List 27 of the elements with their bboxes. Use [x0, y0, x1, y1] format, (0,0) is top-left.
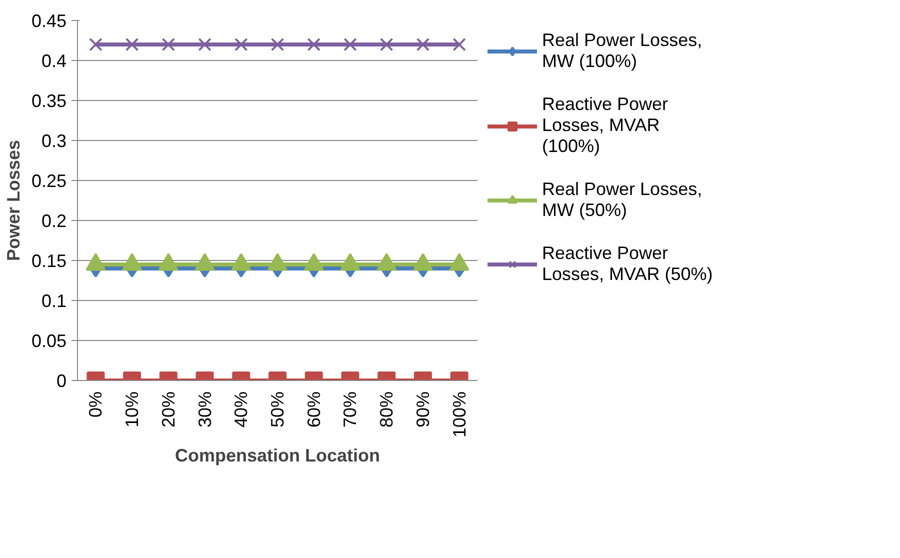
- x-tick-label: 90%: [412, 391, 433, 428]
- y-tick-label: 0.3: [41, 131, 67, 151]
- y-tick-label: 0: [56, 371, 67, 391]
- x-tick-label: 10%: [122, 391, 142, 428]
- y-axis-title: Power Losses: [3, 140, 24, 262]
- x-tick-label: 30%: [194, 391, 215, 428]
- y-tick-label: 0.25: [31, 171, 67, 191]
- y-tick-label: 0.1: [41, 291, 67, 311]
- legend-label: Reactive Power Losses, MVAR (100%): [542, 94, 668, 157]
- y-tick-label: 0.2: [41, 211, 67, 231]
- x-tick-label: 80%: [376, 391, 397, 428]
- x-axis-title: Compensation Location: [175, 446, 380, 466]
- legend-label: Real Power Losses, MW (100%): [542, 30, 702, 72]
- x-tick-label: 20%: [158, 391, 178, 428]
- legend-label: Real Power Losses, MW (50%): [542, 179, 702, 221]
- legend-label: Reactive Power Losses, MVAR (50%): [542, 243, 713, 285]
- y-tick-label: 0.05: [31, 331, 67, 351]
- x-tick-label: 60%: [304, 391, 324, 428]
- x-tick-label: 40%: [231, 391, 252, 428]
- y-tick-label: 0.15: [31, 251, 67, 271]
- y-tick-label: 0.35: [31, 91, 67, 111]
- y-tick-label: 0.45: [31, 11, 67, 31]
- x-tick-label: 0%: [86, 392, 106, 418]
- y-tick-label: 0.4: [41, 51, 67, 71]
- x-tick-label: 70%: [340, 391, 360, 428]
- x-tick-label: 100%: [449, 391, 470, 438]
- x-tick-label: 50%: [268, 391, 288, 428]
